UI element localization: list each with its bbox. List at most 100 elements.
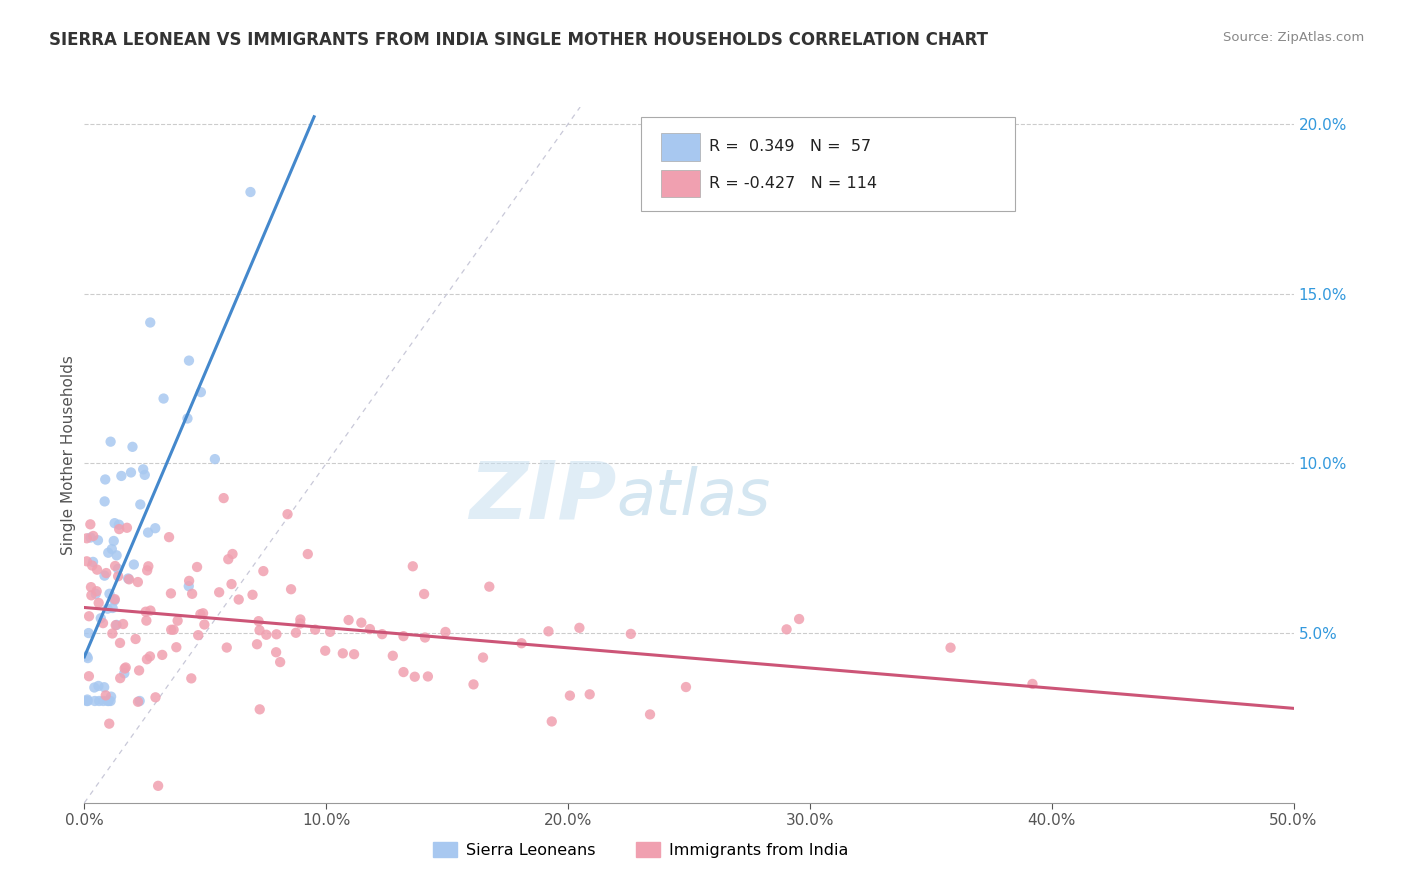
Point — [392, 665, 415, 679]
Point — [217, 552, 239, 566]
Text: ZIP: ZIP — [470, 458, 616, 536]
Point — [191, 607, 214, 621]
Point — [350, 615, 373, 630]
Point — [97, 546, 120, 560]
Point — [89, 694, 111, 708]
Point — [139, 316, 162, 330]
Point — [578, 687, 600, 701]
Point — [98, 716, 121, 731]
Point — [264, 645, 287, 659]
Point — [127, 575, 149, 590]
Point — [166, 614, 188, 628]
Point — [939, 640, 962, 655]
FancyBboxPatch shape — [661, 133, 700, 161]
Point — [568, 621, 591, 635]
Point — [84, 587, 107, 601]
Text: R =  0.349   N =  57: R = 0.349 N = 57 — [710, 139, 872, 154]
Point — [165, 640, 187, 655]
Point — [87, 596, 110, 610]
Point — [80, 580, 103, 594]
Point — [134, 467, 156, 482]
Point — [108, 522, 131, 536]
Point — [103, 533, 125, 548]
Point — [107, 562, 129, 576]
Point — [124, 632, 146, 646]
Point — [97, 694, 120, 708]
Point — [239, 185, 262, 199]
Point — [145, 690, 167, 705]
Point — [212, 491, 235, 505]
Point — [122, 558, 145, 572]
Point — [221, 577, 243, 591]
Point — [103, 593, 125, 607]
Point — [117, 572, 139, 586]
Point — [254, 628, 277, 642]
Point — [115, 521, 138, 535]
Point — [80, 588, 103, 602]
Point — [160, 586, 183, 600]
Point — [381, 648, 404, 663]
Point — [343, 647, 366, 661]
Point — [290, 616, 312, 631]
Point — [108, 636, 131, 650]
Text: Source: ZipAtlas.com: Source: ZipAtlas.com — [1223, 31, 1364, 45]
Point — [77, 609, 100, 624]
Point — [266, 627, 288, 641]
Point — [76, 694, 98, 708]
Point — [620, 627, 643, 641]
Point — [416, 669, 439, 683]
Point — [558, 689, 581, 703]
Point — [93, 680, 115, 694]
Text: SIERRA LEONEAN VS IMMIGRANTS FROM INDIA SINGLE MOTHER HOUSEHOLDS CORRELATION CHA: SIERRA LEONEAN VS IMMIGRANTS FROM INDIA … — [49, 31, 988, 49]
Point — [128, 664, 150, 678]
Point — [187, 628, 209, 642]
Point — [96, 566, 118, 580]
Point — [104, 516, 127, 531]
Point — [82, 555, 104, 569]
Point — [280, 582, 302, 597]
Point — [101, 601, 124, 615]
Point — [463, 677, 485, 691]
FancyBboxPatch shape — [641, 118, 1015, 211]
Point — [82, 558, 104, 573]
FancyBboxPatch shape — [661, 169, 700, 197]
Point — [93, 494, 115, 508]
Point — [143, 521, 166, 535]
Point — [114, 662, 136, 676]
Point — [100, 690, 122, 704]
Point — [79, 517, 101, 532]
Point — [136, 563, 159, 577]
Point — [83, 694, 105, 708]
Point — [177, 353, 200, 368]
Point — [146, 779, 169, 793]
Point — [208, 585, 231, 599]
Point — [314, 643, 336, 657]
Point — [114, 660, 136, 674]
Point — [304, 623, 326, 637]
Point — [787, 612, 810, 626]
Point — [246, 637, 269, 651]
Point — [76, 531, 98, 545]
Point — [139, 649, 162, 664]
Point — [332, 646, 354, 660]
Point — [129, 498, 152, 512]
Point — [104, 559, 127, 574]
Point — [775, 623, 797, 637]
Point — [675, 680, 697, 694]
Point — [162, 623, 184, 637]
Point — [76, 694, 98, 708]
Point — [98, 587, 121, 601]
Point — [86, 563, 108, 577]
Point — [136, 525, 159, 540]
Point — [540, 714, 562, 729]
Point — [112, 666, 135, 681]
Point — [247, 614, 270, 628]
Point — [94, 473, 117, 487]
Point — [90, 611, 112, 625]
Point — [277, 507, 299, 521]
Point — [337, 613, 360, 627]
Text: atlas: atlas — [616, 466, 770, 528]
Point — [86, 584, 108, 599]
Point — [249, 702, 271, 716]
Point — [112, 617, 135, 632]
